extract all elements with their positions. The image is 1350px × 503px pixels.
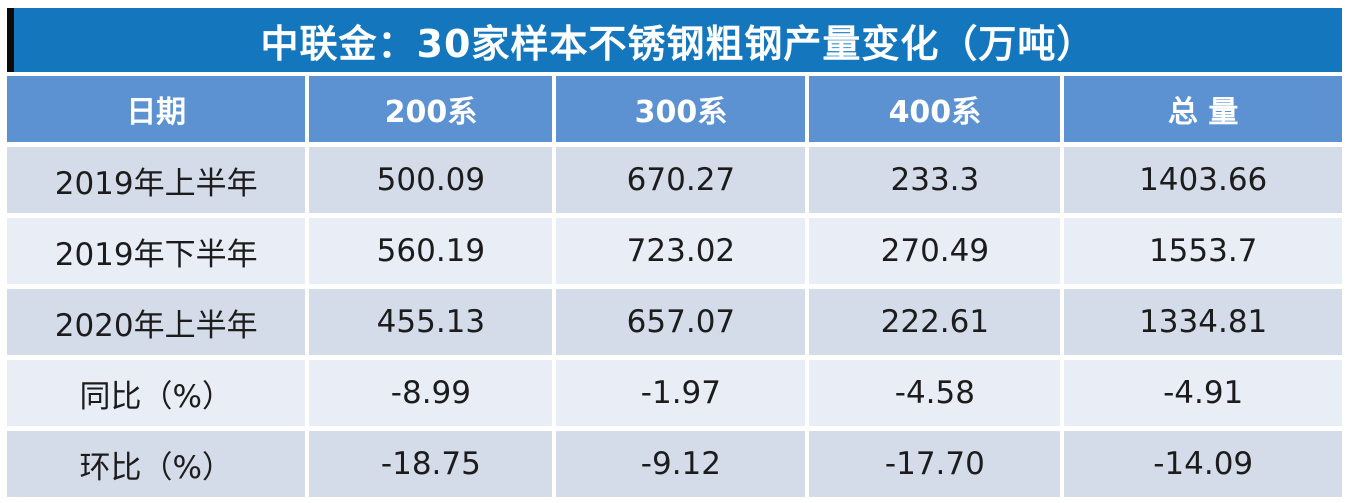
table-cell: -18.75 xyxy=(309,431,553,497)
table-cell: -8.99 xyxy=(309,360,553,426)
table-cell: 723.02 xyxy=(556,218,806,284)
column-header-400: 400系 xyxy=(809,76,1061,142)
row-label: 2020年上半年 xyxy=(7,289,306,355)
table-cell: 657.07 xyxy=(556,289,806,355)
row-label: 2019年下半年 xyxy=(7,218,306,284)
table-cell: 233.3 xyxy=(809,147,1061,213)
table-cell: 1334.81 xyxy=(1064,289,1342,355)
table-cell: 560.19 xyxy=(309,218,553,284)
table-cell: 222.61 xyxy=(809,289,1061,355)
table-cell: -14.09 xyxy=(1064,431,1342,497)
column-header-date: 日期 xyxy=(7,76,306,142)
table-cell: 1403.66 xyxy=(1064,147,1342,213)
table-cell: -9.12 xyxy=(556,431,806,497)
table-title: 中联金：30家样本不锈钢粗钢产量变化（万吨） xyxy=(7,8,1342,72)
column-header-200: 200系 xyxy=(309,76,553,142)
data-table: 日期 200系 300系 400系 总 量 2019年上半年 500.09 67… xyxy=(7,76,1342,497)
table-cell: 500.09 xyxy=(309,147,553,213)
table-cell: 270.49 xyxy=(809,218,1061,284)
table-cell: -1.97 xyxy=(556,360,806,426)
row-label: 环比（%） xyxy=(7,431,306,497)
table-cell: -17.70 xyxy=(809,431,1061,497)
column-header-total: 总 量 xyxy=(1064,76,1342,142)
row-label: 2019年上半年 xyxy=(7,147,306,213)
row-label: 同比（%） xyxy=(7,360,306,426)
table-cell: 1553.7 xyxy=(1064,218,1342,284)
table-cell: 670.27 xyxy=(556,147,806,213)
table-cell: -4.58 xyxy=(809,360,1061,426)
table-title-text: 中联金：30家样本不锈钢粗钢产量变化（万吨） xyxy=(260,21,1096,66)
column-header-300: 300系 xyxy=(556,76,806,142)
table-cell: 455.13 xyxy=(309,289,553,355)
table-cell: -4.91 xyxy=(1064,360,1342,426)
